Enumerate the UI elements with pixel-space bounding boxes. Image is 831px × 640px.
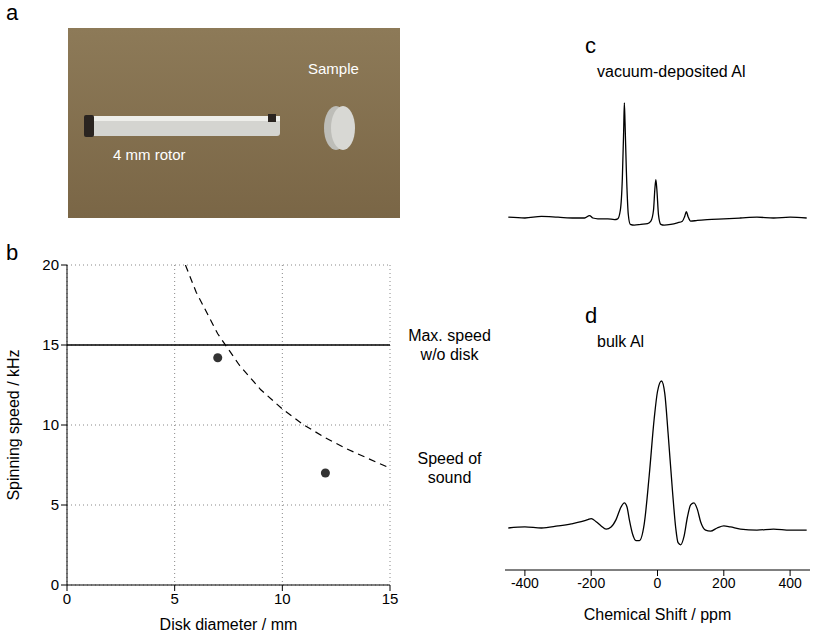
- html-text:c: c: [585, 33, 596, 58]
- html-text:a: a: [6, 0, 19, 25]
- svg-text:5: 5: [170, 590, 178, 607]
- html-text:b: b: [6, 240, 19, 265]
- svg-text:Disk diameter / mm: Disk diameter / mm: [160, 616, 298, 633]
- svg-text:0: 0: [654, 575, 662, 591]
- html-text:bulk Al: bulk Al: [597, 333, 645, 350]
- svg-text:10: 10: [274, 590, 291, 607]
- html-text:Max. speed w/o disk: Max. speed w/o disk: [408, 327, 491, 363]
- svg-text:-200: -200: [577, 575, 605, 591]
- svg-text:-400: -400: [511, 575, 539, 591]
- svg-text:15: 15: [382, 590, 399, 607]
- html-text:vacuum-deposited Al: vacuum-deposited Al: [597, 63, 746, 80]
- svg-text:0: 0: [63, 590, 71, 607]
- html-text:Sample: Sample: [308, 60, 359, 77]
- svg-text:20: 20: [42, 256, 59, 273]
- html-text:d: d: [585, 303, 598, 328]
- html-text:Speed of sound: Speed of sound: [417, 450, 482, 487]
- svg-text:5: 5: [51, 496, 59, 513]
- svg-text:400: 400: [778, 575, 802, 591]
- svg-text:Chemical Shift / ppm: Chemical Shift / ppm: [584, 606, 732, 623]
- svg-text:0: 0: [51, 576, 59, 593]
- svg-text:200: 200: [712, 575, 736, 591]
- svg-text:Spinning speed / kHz: Spinning speed / kHz: [5, 349, 22, 500]
- html-text:4 mm rotor: 4 mm rotor: [113, 146, 186, 163]
- svg-text:10: 10: [42, 416, 59, 433]
- svg-text:15: 15: [42, 336, 59, 353]
